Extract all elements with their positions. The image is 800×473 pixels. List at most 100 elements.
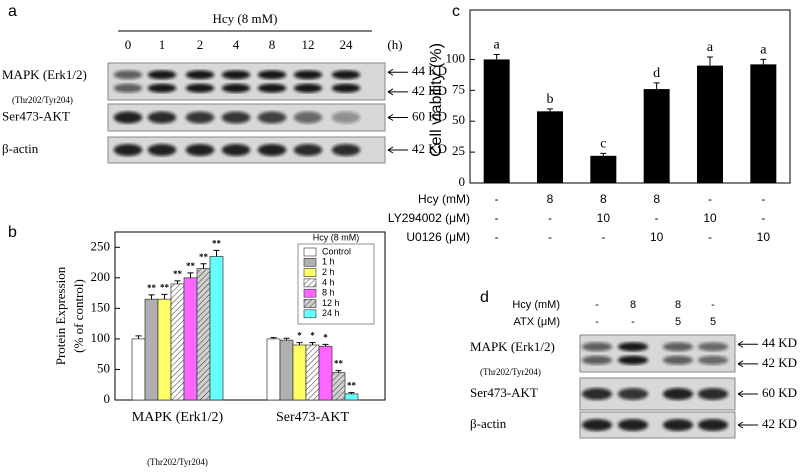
- condition-value: -: [495, 230, 499, 244]
- condition-value: -: [495, 211, 499, 225]
- legend-swatch: [303, 247, 317, 257]
- significance: *: [310, 331, 315, 341]
- condition-value: 10: [597, 211, 611, 225]
- significance: **: [186, 261, 196, 271]
- y-axis-label: Protein Expression: [53, 266, 68, 365]
- error-bar: [148, 294, 155, 300]
- condition-name: U0126 (μM): [406, 230, 470, 244]
- blot-band: [221, 111, 251, 124]
- condition-value: 10: [650, 230, 664, 244]
- lane-label: 2: [197, 37, 204, 52]
- y-tick-label: 150: [91, 299, 111, 314]
- lane-label: 24: [340, 37, 354, 52]
- blot-band: [662, 388, 694, 400]
- bar: [318, 345, 333, 401]
- condition-value: -: [708, 192, 712, 206]
- arrow: [737, 340, 758, 348]
- error-bar: [600, 152, 607, 156]
- y-tick-label: 100: [91, 330, 111, 345]
- blot-band: [331, 111, 361, 124]
- condition-value: -: [601, 230, 605, 244]
- error-bar: [707, 56, 713, 66]
- condition-value: 10: [703, 211, 717, 225]
- bar: [266, 338, 281, 401]
- significance: **: [347, 381, 357, 391]
- blot-band: [293, 144, 323, 156]
- significance: **: [334, 359, 344, 369]
- bar: [183, 277, 198, 401]
- letter: b: [547, 92, 554, 107]
- blot-band: [581, 419, 613, 431]
- y-tick-label: 50: [452, 112, 465, 127]
- condition-value: -: [708, 230, 712, 244]
- blot-band: [185, 111, 215, 124]
- blot-band: [257, 70, 287, 80]
- bar: [131, 338, 146, 401]
- legend-label: 2 h: [322, 267, 335, 277]
- significance: **: [199, 252, 209, 262]
- error-bar: [547, 108, 553, 112]
- blot-band: [662, 355, 694, 365]
- x-tick-label: Ser473-AKT: [276, 410, 350, 425]
- condition-value: -: [495, 192, 499, 206]
- blot-band: [147, 111, 177, 124]
- panel-label: d: [480, 289, 489, 306]
- bar: [590, 155, 617, 183]
- condition-value: 10: [757, 230, 771, 244]
- blot-band: [581, 355, 613, 365]
- bar-hatch: [171, 283, 184, 400]
- legend-title: Hcy (8 mM): [313, 232, 360, 242]
- significance: *: [323, 332, 328, 342]
- blot-band: [662, 342, 694, 352]
- lane-label: 4: [233, 37, 240, 52]
- plot-frame: [114, 231, 386, 401]
- blot-band: [293, 111, 323, 124]
- condition-value: 5: [710, 316, 716, 328]
- bar: [279, 339, 294, 401]
- legend-label: 4 h: [322, 277, 335, 287]
- condition-value: -: [761, 211, 765, 225]
- y-tick-label: 0: [104, 391, 111, 406]
- blot-band: [113, 70, 143, 80]
- blot-band: [581, 342, 613, 352]
- condition-value: -: [761, 192, 765, 206]
- arrow: [737, 421, 758, 429]
- blot-band: [257, 83, 287, 93]
- treatment: Hcy (8 mM): [213, 11, 278, 26]
- condition-name: Hcy (mM): [512, 299, 560, 311]
- blot-band: [697, 419, 729, 431]
- bar: [537, 111, 563, 183]
- condition-value: -: [711, 299, 715, 311]
- blot-strip: [579, 334, 736, 373]
- letter: a: [760, 43, 767, 58]
- blot-band: [221, 83, 251, 93]
- panel-label: a: [8, 3, 17, 20]
- blot-band: [221, 144, 251, 156]
- row-sub: (Thr202/Tyr204): [480, 367, 541, 377]
- y-tick-label: 50: [97, 360, 110, 375]
- blot-band: [113, 83, 143, 93]
- condition-name: ATX (μM): [514, 316, 560, 328]
- bar-hatch: [197, 268, 210, 400]
- bar: [209, 256, 224, 401]
- row-name: Ser473-AKT: [2, 108, 70, 123]
- error-bar: [760, 58, 767, 65]
- bar-hatch: [306, 345, 319, 400]
- error-bar: [213, 249, 220, 257]
- arrow: [387, 68, 408, 76]
- legend-swatch: [303, 288, 317, 298]
- row-name: MAPK (Erk1/2): [2, 67, 87, 82]
- blot-band: [697, 355, 729, 365]
- significance: **: [160, 282, 170, 292]
- letter: a: [707, 40, 714, 55]
- legend-hatch: [304, 278, 316, 287]
- significance: **: [212, 238, 222, 248]
- blot-band: [697, 388, 729, 400]
- letter: c: [600, 137, 606, 152]
- panel-label: c: [452, 3, 460, 20]
- condition-name: Hcy (mM): [418, 192, 470, 206]
- error-bar: [270, 337, 277, 339]
- blot-band: [293, 70, 323, 80]
- condition-value: -: [548, 230, 552, 244]
- blot-band: [331, 70, 361, 80]
